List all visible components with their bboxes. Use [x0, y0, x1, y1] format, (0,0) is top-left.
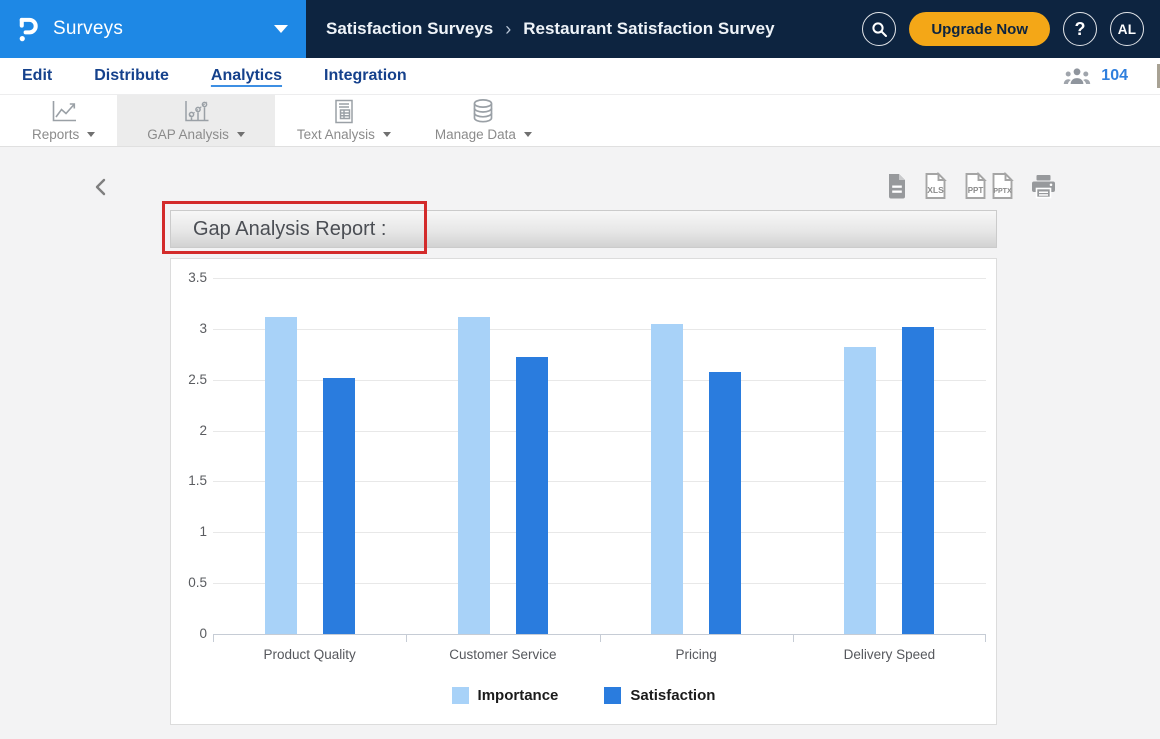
chevron-down-icon — [383, 132, 391, 137]
x-category-label: Pricing — [600, 647, 793, 662]
x-axis-tick — [213, 634, 214, 642]
bar-importance-product-quality — [265, 317, 297, 634]
survey-nav: Edit Distribute Analytics Integration 10… — [0, 58, 1160, 95]
question-mark-icon: ? — [1075, 19, 1086, 40]
x-axis-tick — [985, 634, 986, 642]
printer-icon — [1030, 174, 1057, 199]
bar-satisfaction-pricing — [709, 372, 741, 634]
product-name: Surveys — [53, 18, 123, 40]
respondent-count: 104 — [1101, 67, 1128, 85]
document-export-icon — [886, 173, 908, 200]
x-axis-tick — [793, 634, 794, 642]
report-title: Gap Analysis Report : — [193, 218, 386, 241]
chevron-down-icon — [274, 25, 288, 33]
app-header: Surveys Satisfaction Surveys › Restauran… — [0, 0, 1160, 58]
export-toolbar: XLS PPT PPTX — [886, 172, 1057, 200]
breadcrumb-parent[interactable]: Satisfaction Surveys — [326, 19, 493, 39]
x-category-label: Delivery Speed — [793, 647, 986, 662]
ppt-file-icon: PPT — [963, 172, 988, 200]
x-axis-tick — [406, 634, 407, 642]
export-xls-button[interactable]: XLS — [923, 172, 948, 200]
x-axis-tick — [600, 634, 601, 642]
breadcrumb-separator-icon: › — [505, 19, 511, 40]
legend-item-importance: Importance — [452, 687, 559, 704]
legend-item-satisfaction: Satisfaction — [604, 687, 715, 704]
bar-group — [793, 278, 986, 634]
toolbar-reports[interactable]: Reports — [10, 95, 117, 146]
chevron-down-icon — [237, 132, 245, 137]
x-category-label: Customer Service — [406, 647, 599, 662]
y-tick-label: 3 — [175, 321, 207, 336]
product-switcher[interactable]: Surveys — [0, 0, 306, 58]
y-tick-label: 3.5 — [175, 270, 207, 285]
toolbar-gap-analysis-label: GAP Analysis — [147, 127, 229, 142]
people-icon — [1063, 67, 1091, 85]
toolbar-text-analysis-label: Text Analysis — [297, 127, 375, 142]
chart-legend: Importance Satisfaction — [171, 687, 996, 704]
breadcrumb: Satisfaction Surveys › Restaurant Satisf… — [326, 19, 775, 40]
bar-group — [600, 278, 793, 634]
y-tick-label: 2 — [175, 423, 207, 438]
back-button[interactable] — [88, 175, 112, 199]
toolbar-manage-data[interactable]: Manage Data — [413, 95, 554, 146]
legend-label: Importance — [478, 687, 559, 704]
search-button[interactable] — [862, 12, 896, 46]
help-button[interactable]: ? — [1063, 12, 1097, 46]
y-tick-label: 2.5 — [175, 372, 207, 387]
export-ppt-button[interactable]: PPT PPTX — [963, 172, 1015, 200]
pptx-file-icon: PPTX — [990, 172, 1015, 200]
toolbar-manage-data-label: Manage Data — [435, 127, 516, 142]
respondent-counter[interactable]: 104 — [1063, 67, 1146, 85]
toolbar-reports-label: Reports — [32, 127, 79, 142]
breadcrumb-current: Restaurant Satisfaction Survey — [523, 19, 774, 39]
analytics-toolbar: Reports GAP Analysis — [0, 95, 1160, 147]
bar-importance-customer-service — [458, 317, 490, 634]
y-tick-label: 1.5 — [175, 473, 207, 488]
header-actions: Upgrade Now ? AL — [862, 12, 1160, 46]
export-word-button[interactable] — [886, 173, 908, 200]
svg-text:PPT: PPT — [968, 186, 984, 195]
bar-group — [213, 278, 406, 634]
y-tick-label: 0 — [175, 626, 207, 641]
bar-satisfaction-customer-service — [516, 357, 548, 634]
upgrade-now-button[interactable]: Upgrade Now — [909, 12, 1050, 46]
gap-analysis-chart: Product QualityCustomer ServicePricingDe… — [170, 258, 997, 725]
legend-label: Satisfaction — [630, 687, 715, 704]
bar-satisfaction-product-quality — [323, 378, 355, 634]
print-button[interactable] — [1030, 174, 1057, 199]
nav-tab-distribute[interactable]: Distribute — [94, 67, 169, 85]
nav-tab-integration[interactable]: Integration — [324, 67, 407, 85]
xls-file-icon: XLS — [923, 172, 948, 200]
nav-tab-edit[interactable]: Edit — [22, 67, 52, 85]
bar-satisfaction-delivery-speed — [902, 327, 934, 634]
questionpro-logo-icon — [16, 15, 41, 44]
line-chart-icon — [49, 99, 79, 124]
toolbar-gap-analysis[interactable]: GAP Analysis — [117, 95, 275, 146]
nav-tab-analytics[interactable]: Analytics — [211, 67, 282, 85]
x-category-label: Product Quality — [213, 647, 406, 662]
plot-area: Product QualityCustomer ServicePricingDe… — [213, 278, 986, 634]
bar-importance-pricing — [651, 324, 683, 634]
avatar-initials: AL — [1118, 22, 1137, 37]
svg-text:PPTX: PPTX — [993, 188, 1012, 195]
bar-group — [406, 278, 599, 634]
chevron-left-icon — [92, 177, 108, 197]
text-analysis-icon — [331, 99, 357, 124]
bar-importance-delivery-speed — [844, 347, 876, 634]
y-tick-label: 0.5 — [175, 575, 207, 590]
report-title-bar: Gap Analysis Report : — [170, 210, 997, 248]
legend-swatch — [452, 687, 469, 704]
svg-text:XLS: XLS — [927, 185, 944, 195]
gap-scatter-icon — [181, 99, 211, 124]
avatar[interactable]: AL — [1110, 12, 1144, 46]
database-icon — [470, 98, 496, 124]
legend-swatch — [604, 687, 621, 704]
chevron-down-icon — [524, 132, 532, 137]
search-icon — [871, 21, 888, 38]
y-tick-label: 1 — [175, 524, 207, 539]
chevron-down-icon — [87, 132, 95, 137]
toolbar-text-analysis[interactable]: Text Analysis — [275, 95, 413, 146]
